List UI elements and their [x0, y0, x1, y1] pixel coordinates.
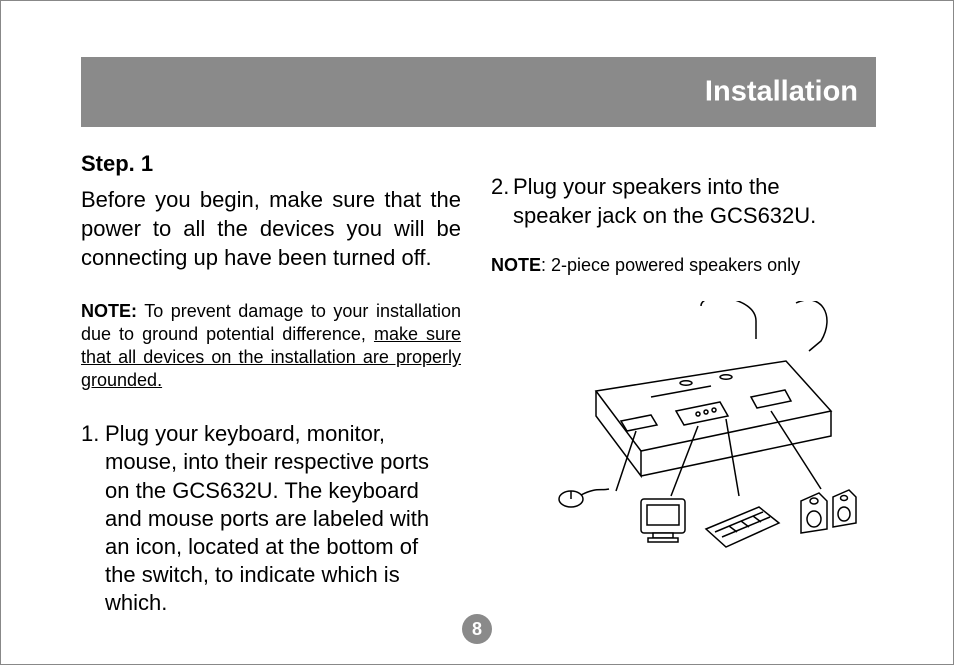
list-item-number: 1. — [81, 420, 105, 448]
list-item-body: Plug your speakers into the speaker jack… — [513, 173, 863, 230]
kvm-diagram — [501, 301, 881, 561]
right-column: 2.Plug your speakers into the speaker ja… — [491, 173, 876, 277]
note-text: : 2-piece powered speakers only — [541, 255, 800, 275]
note-label: NOTE: — [81, 301, 137, 321]
speaker-note: NOTE: 2-piece powered speakers only — [491, 254, 876, 277]
manual-page: Installation Step. 1 Before you begin, m… — [0, 0, 954, 665]
header-bar: Installation — [81, 57, 876, 127]
page-number: 8 — [472, 619, 482, 640]
step-list-item-2: 2.Plug your speakers into the speaker ja… — [491, 173, 876, 230]
list-item-body: Plug your keyboard, monitor, mouse, into… — [105, 420, 450, 617]
left-column: Step. 1 Before you begin, make sure that… — [81, 151, 461, 617]
list-item-number: 2. — [491, 173, 513, 202]
intro-paragraph: Before you begin, make sure that the pow… — [81, 185, 461, 272]
grounding-note: NOTE: To prevent damage to your installa… — [81, 300, 461, 392]
page-number-badge: 8 — [462, 614, 492, 644]
header-title: Installation — [705, 76, 858, 109]
step-list-item-1: 1.Plug your keyboard, monitor, mouse, in… — [81, 420, 461, 617]
note-label: NOTE — [491, 255, 541, 275]
step-heading: Step. 1 — [81, 151, 461, 177]
